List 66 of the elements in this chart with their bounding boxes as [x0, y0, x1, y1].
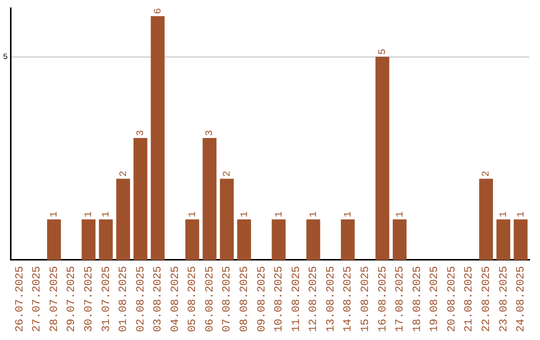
data-label: 3	[205, 130, 216, 136]
x-tick-label: 08.08.2025	[239, 266, 252, 332]
bar	[116, 178, 130, 260]
x-tick-label: 31.07.2025	[100, 266, 113, 332]
bar	[375, 56, 390, 260]
x-tick-label: 15.08.2025	[360, 266, 372, 332]
x-tick-label: 06.08.2025	[204, 266, 216, 332]
x-tick-label: 01.08.2025	[118, 266, 130, 332]
x-tick-label: 30.07.2025	[83, 266, 96, 332]
x-tick-label: 19.08.2025	[429, 266, 442, 332]
bar	[514, 219, 528, 260]
x-tick-label: 04.08.2025	[170, 266, 182, 332]
x-tick-label: 21.08.2025	[464, 266, 476, 332]
x-tick-label: 18.08.2025	[412, 266, 424, 332]
data-label: 1	[101, 211, 112, 218]
bar	[237, 219, 252, 260]
x-tick-label: 10.08.2025	[274, 266, 286, 332]
bar	[340, 219, 355, 260]
bar	[98, 219, 113, 260]
data-label: 1	[343, 211, 354, 218]
bar	[392, 219, 407, 260]
bar	[82, 219, 96, 260]
bar	[134, 138, 148, 260]
bar	[479, 178, 493, 260]
x-tick-label: 20.08.2025	[446, 266, 458, 332]
bar	[306, 219, 320, 260]
x-tick-label: 09.08.2025	[256, 266, 268, 332]
x-tick-label: 13.08.2025	[325, 266, 338, 332]
x-tick-label: 11.08.2025	[290, 266, 303, 332]
x-tick-label: 17.08.2025	[394, 266, 407, 332]
data-label: 2	[482, 170, 493, 177]
x-tick-label: 02.08.2025	[135, 266, 148, 332]
x-tick-label: 24.08.2025	[516, 266, 528, 332]
x-tick-label: 14.08.2025	[342, 266, 355, 332]
data-label: 1	[188, 211, 199, 218]
bar	[150, 16, 165, 260]
bar	[496, 219, 510, 260]
data-label: 5	[378, 48, 390, 55]
x-tick-label: 12.08.2025	[308, 266, 320, 332]
x-tick-label: 29.07.2025	[66, 266, 78, 332]
data-label: 1	[240, 211, 251, 218]
bar	[185, 219, 200, 260]
x-tick-label: 26.07.2025	[14, 266, 26, 332]
bar	[272, 219, 286, 260]
bar	[202, 138, 216, 260]
data-label: 1	[50, 211, 61, 218]
x-tick-label: 07.08.2025	[222, 266, 234, 332]
data-label: 1	[308, 211, 320, 218]
data-label: 1	[395, 211, 406, 218]
x-tick-label: 27.07.2025	[32, 266, 44, 332]
x-tick-label: 16.08.2025	[377, 266, 390, 332]
x-tick-label: 23.08.2025	[498, 266, 510, 332]
bar	[220, 178, 234, 260]
x-tick-label: 05.08.2025	[187, 266, 200, 332]
x-tick-label: 22.08.2025	[480, 266, 493, 332]
data-label: 3	[136, 130, 148, 136]
data-label: 1	[498, 211, 510, 218]
data-label: 1	[274, 211, 286, 218]
data-label: 2	[118, 170, 130, 177]
x-tick-label: 28.07.2025	[48, 266, 61, 332]
data-label: 2	[222, 170, 234, 177]
data-label: 1	[84, 211, 96, 218]
data-label: 6	[153, 8, 164, 14]
bar	[47, 219, 61, 260]
data-label: 1	[516, 211, 528, 218]
x-tick-label: 03.08.2025	[152, 266, 165, 332]
